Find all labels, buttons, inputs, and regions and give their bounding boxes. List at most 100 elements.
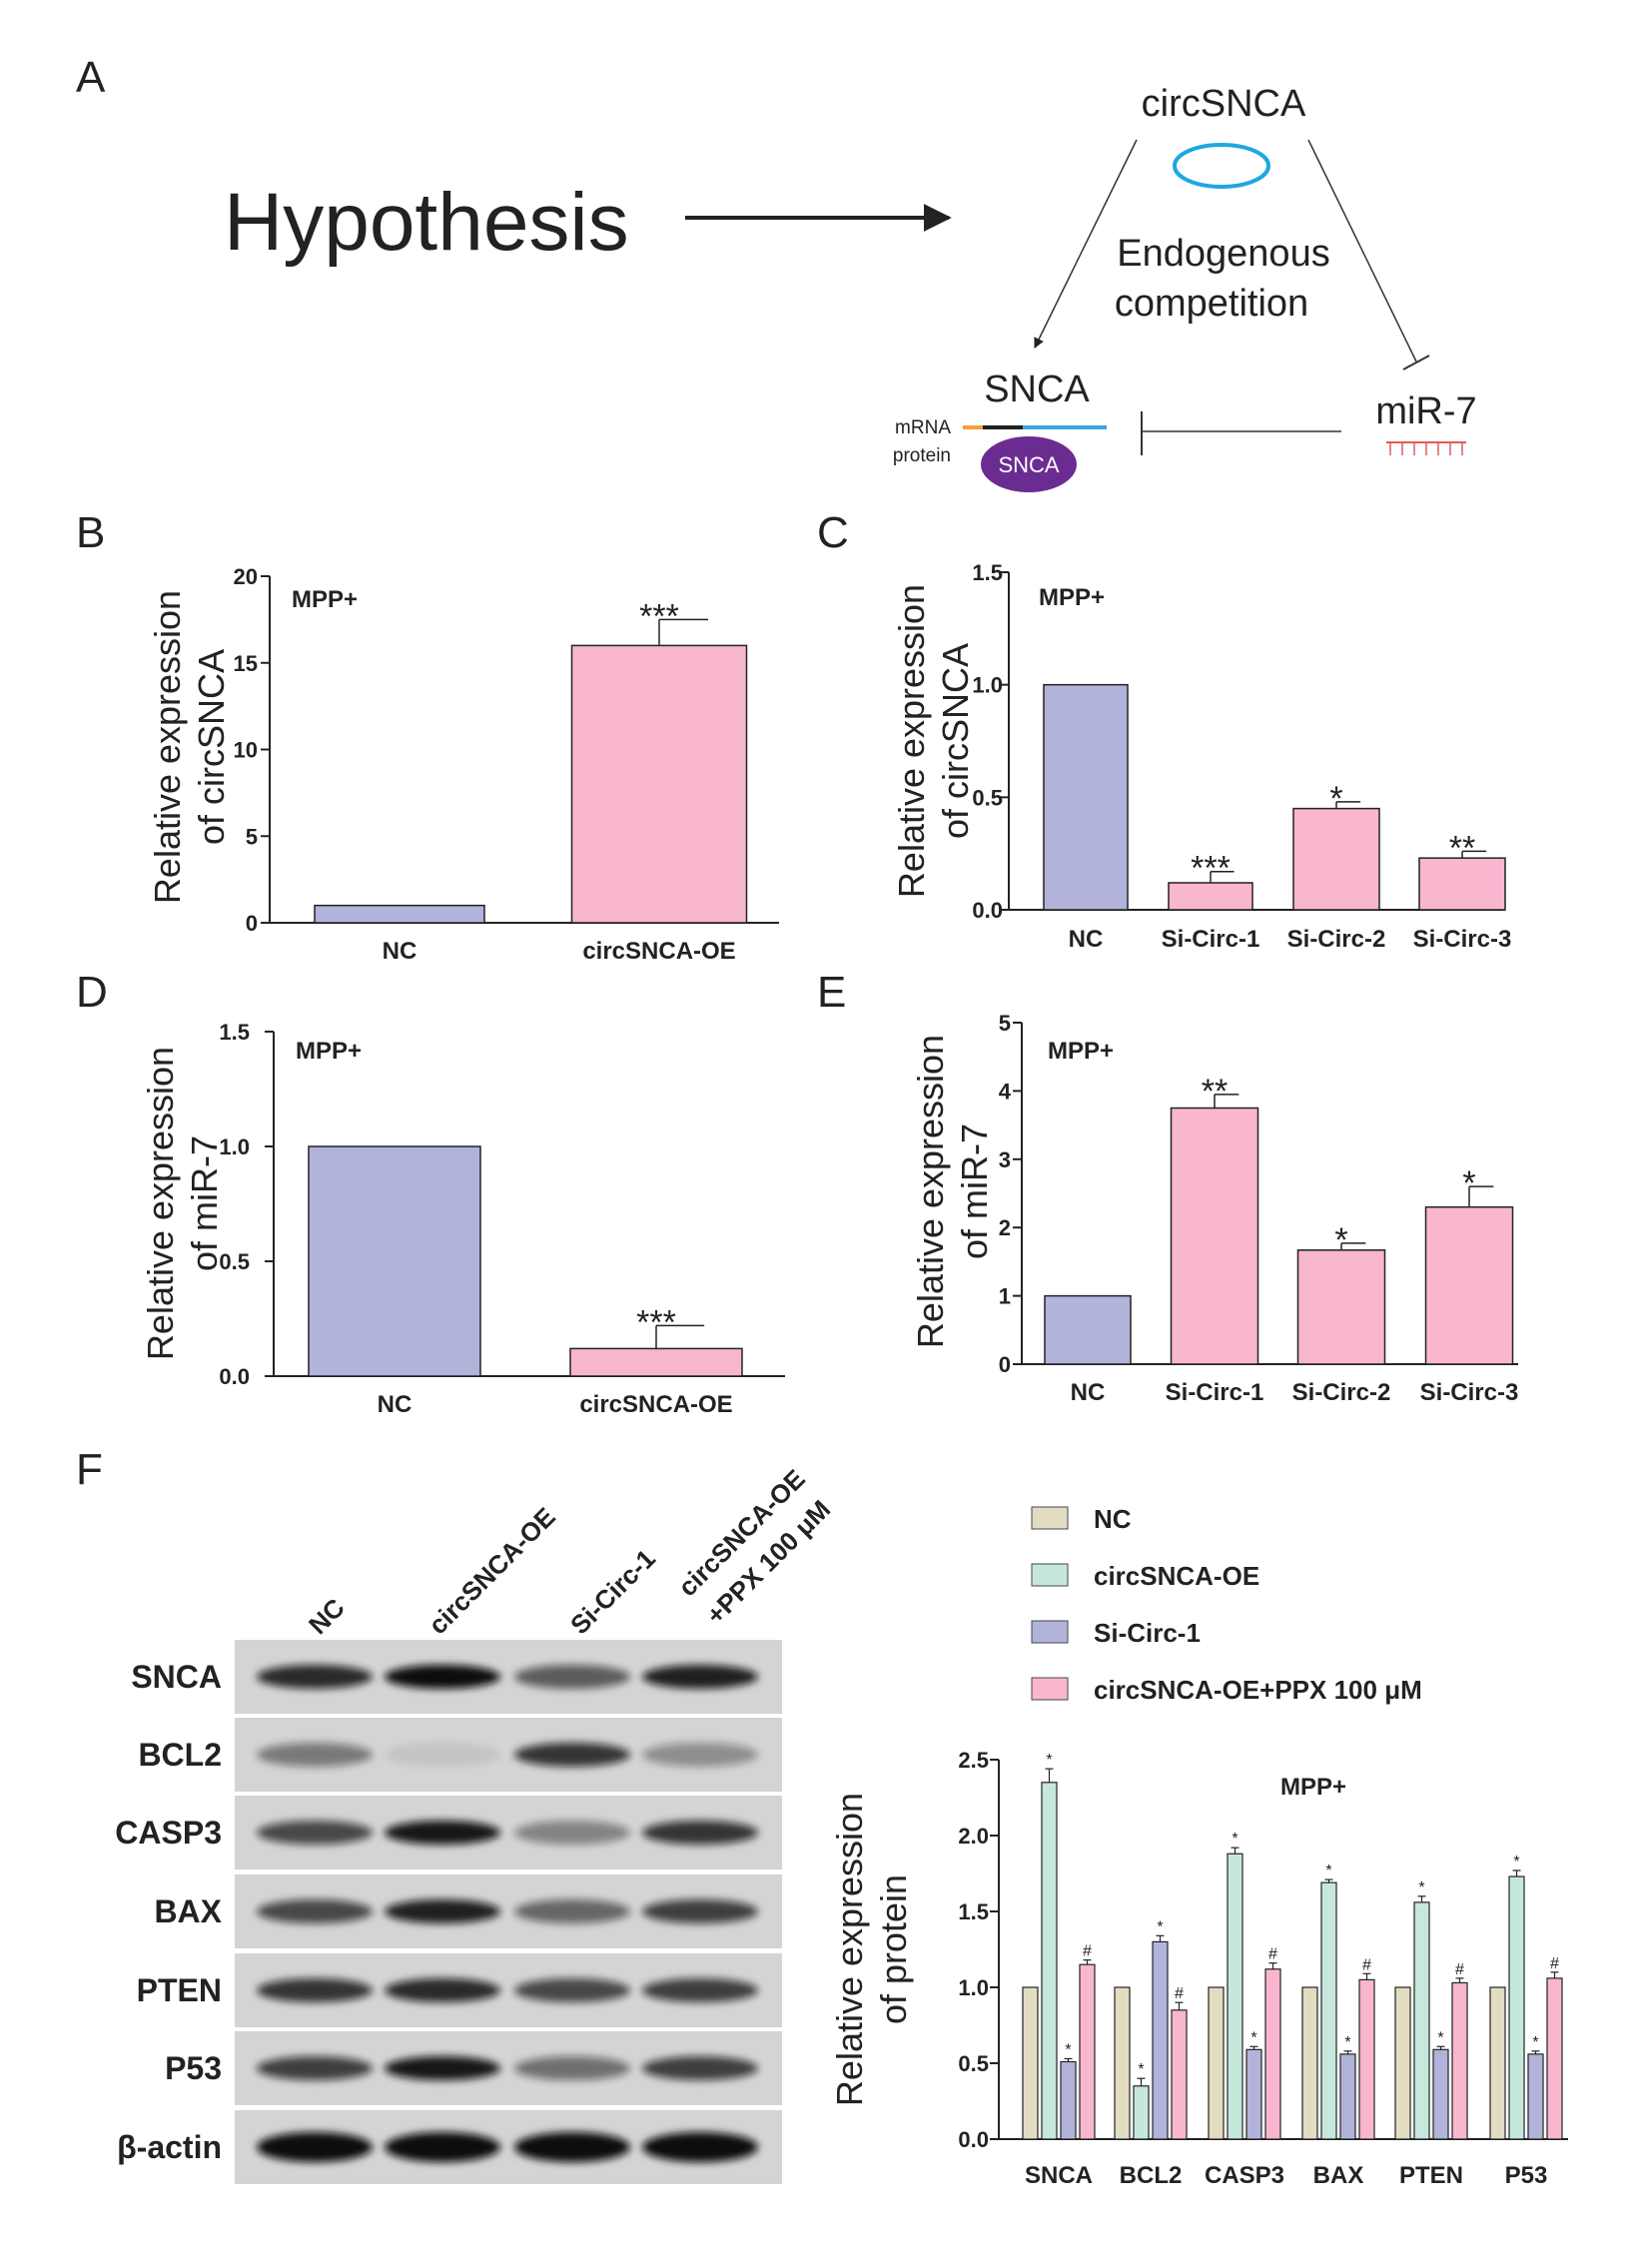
y-tick-label: 2.0 — [958, 1824, 989, 1849]
significance-mark: * — [1462, 1164, 1475, 1202]
category-label: Si-Circ-2 — [1287, 926, 1386, 953]
bar — [1227, 1853, 1243, 2140]
blot-band — [514, 1899, 630, 1923]
y-tick-label: 2.5 — [958, 1748, 989, 1773]
blot-band — [257, 2056, 373, 2080]
hypothesis-diagram: Hypothesis circSNCA Endogenous competiti… — [224, 83, 1477, 492]
blot-band — [514, 2132, 630, 2162]
y-axis-label-line: Relative expression — [910, 1035, 951, 1348]
legend: NC circSNCA-OE Si-Circ-1 circSNCA-OE+PPX 10… — [1031, 1504, 1422, 1705]
blot-band — [642, 2056, 758, 2080]
mir7-label: miR-7 — [1375, 390, 1476, 432]
blot-band — [642, 1899, 758, 1923]
bar — [1358, 1978, 1375, 2140]
bar — [308, 1145, 481, 1377]
legend-swatch — [1031, 1677, 1069, 1701]
chart-f: 0.0 0.5 1.0 1.5 2.0 2.5 Relative expressionof … — [829, 1504, 1568, 2189]
bar — [1060, 2060, 1077, 2140]
blot-row: SNCA — [131, 1640, 782, 1714]
blot-band — [257, 1821, 373, 1845]
significance-mark: * — [1325, 1863, 1331, 1879]
category-label: Si-Circ-1 — [1166, 1379, 1264, 1406]
bar — [570, 644, 748, 924]
category-label: Si-Circ-1 — [1162, 926, 1260, 953]
blot-protein-label: P53 — [165, 2050, 222, 2086]
blot-band — [642, 1978, 758, 2002]
inhibit-bar-mir7 — [1402, 355, 1430, 371]
panel-letter-a: A — [76, 53, 106, 102]
category-label: Si-Circ-3 — [1413, 926, 1512, 953]
category-label: SNCA — [1025, 2162, 1093, 2189]
y-axis-label-line: Relative expression — [829, 1793, 870, 2106]
blot-protein-label: BCL2 — [138, 1737, 222, 1773]
y-tick-label: 1.0 — [972, 673, 1003, 698]
blot-band — [642, 1821, 758, 1845]
bar — [1171, 2009, 1188, 2140]
arrow-circ-to-snca — [1034, 139, 1138, 349]
significance-mark: * — [1157, 1918, 1163, 1935]
blot-band — [257, 1899, 373, 1923]
bar — [1546, 1977, 1563, 2140]
bar — [1394, 1986, 1411, 2140]
bar — [1292, 807, 1380, 911]
blot-band — [514, 1821, 630, 1845]
bar — [1245, 2048, 1262, 2140]
significance-mark: # — [1550, 1955, 1559, 1972]
blot-band — [385, 1899, 500, 1923]
bar — [569, 1347, 743, 1377]
significance-mark: # — [1083, 1943, 1092, 1960]
blot-band — [642, 1665, 758, 1689]
y-axis-label-line: of circSNCA — [191, 649, 232, 845]
bar — [1418, 857, 1506, 911]
category-label: P53 — [1505, 2162, 1548, 2189]
bar — [1170, 1107, 1259, 1365]
blot-lane-labels: NC circSNCA-OE Si-Circ-1 circSNCA-OE +PP… — [303, 1464, 836, 1641]
y-tick-label: 0 — [246, 911, 258, 936]
bar — [1527, 2053, 1544, 2140]
blot-band — [642, 2132, 758, 2162]
significance-mark: * — [1334, 1221, 1347, 1259]
y-axis-label-line: Relative expression — [147, 590, 188, 904]
blot-row: PTEN — [137, 1953, 782, 2027]
significance-mark: * — [1344, 2034, 1350, 2051]
bar — [1133, 2085, 1150, 2140]
y-tick-label: 0.5 — [219, 1249, 250, 1274]
y-tick-label: 0.5 — [972, 785, 1003, 810]
blot-band — [257, 1743, 373, 1767]
y-axis-label-line: of miR-7 — [954, 1124, 995, 1259]
category-label: PTEN — [1399, 2162, 1463, 2189]
mrna-label: mRNA — [895, 417, 951, 438]
significance-mark: *** — [1191, 850, 1231, 888]
legend-swatch — [1031, 1620, 1069, 1644]
y-tick-label: 1.0 — [219, 1134, 250, 1159]
bar — [1152, 1940, 1169, 2140]
category-label: circSNCA-OE — [582, 938, 735, 965]
bar — [1413, 1901, 1430, 2140]
competition-line-1: Endogenous — [1117, 233, 1329, 275]
category-label: BAX — [1313, 2162, 1364, 2189]
blot-band — [514, 1665, 630, 1689]
y-tick-label: 0 — [999, 1352, 1011, 1377]
blot-band — [385, 1978, 500, 2002]
significance-mark: # — [1362, 1956, 1371, 1973]
protein-label: protein — [893, 445, 951, 466]
legend-swatch — [1031, 1506, 1069, 1530]
y-tick-label: 1.5 — [958, 1899, 989, 1924]
category-label: NC — [378, 1391, 413, 1418]
blot-protein-label: CASP3 — [115, 1815, 222, 1851]
y-axis-label: Relative expressionof miR-7 — [910, 1035, 995, 1348]
significance-mark: *** — [636, 1303, 676, 1341]
snca-gene-label: SNCA — [984, 369, 1090, 410]
blot-band — [385, 2132, 500, 2162]
bar — [1424, 1205, 1514, 1365]
category-label: Si-Circ-3 — [1420, 1379, 1519, 1406]
y-tick-label: 20 — [234, 564, 258, 589]
legend-entry: Si-Circ-1 — [1094, 1618, 1201, 1648]
blot-band — [257, 2132, 373, 2162]
legend-entry: NC — [1094, 1504, 1132, 1534]
y-tick-label: 5 — [999, 1011, 1011, 1036]
